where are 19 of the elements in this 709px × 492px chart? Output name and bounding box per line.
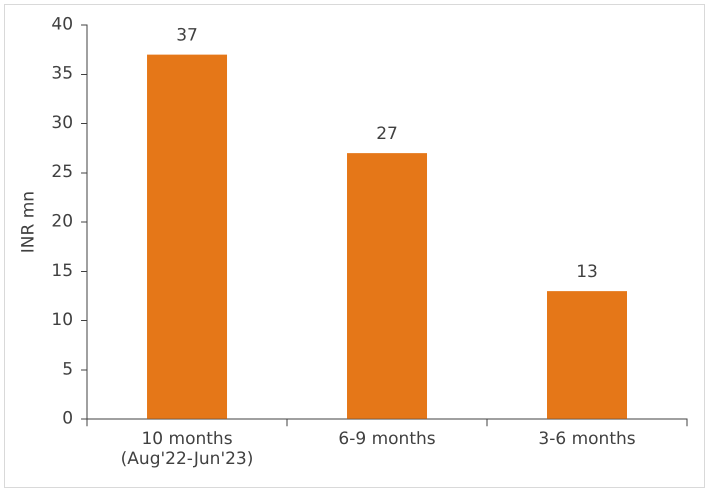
y-tick-label: 40 xyxy=(51,14,74,34)
x-tick-label: 6-9 months xyxy=(338,428,436,449)
y-tick-label: 20 xyxy=(51,212,74,232)
y-tick-label: 35 xyxy=(51,64,74,84)
y-tick-label: 15 xyxy=(51,260,74,281)
y-axis-title: INR mn xyxy=(18,190,39,254)
data-label: 37 xyxy=(176,25,198,46)
bar xyxy=(147,54,228,419)
y-tick-label: 0 xyxy=(62,408,74,429)
bar xyxy=(547,291,628,419)
data-label: 27 xyxy=(376,124,398,144)
x-tick-label: 10 months (Aug'22-Jun'23) xyxy=(120,428,254,470)
y-tick-label: 10 xyxy=(51,310,74,330)
y-tick-label: 30 xyxy=(51,112,74,133)
data-label: 13 xyxy=(576,262,598,282)
y-tick-label: 5 xyxy=(62,359,74,380)
x-tick-label: 3-6 months xyxy=(538,428,636,449)
y-tick-label: 25 xyxy=(51,162,74,182)
bar xyxy=(347,153,428,419)
